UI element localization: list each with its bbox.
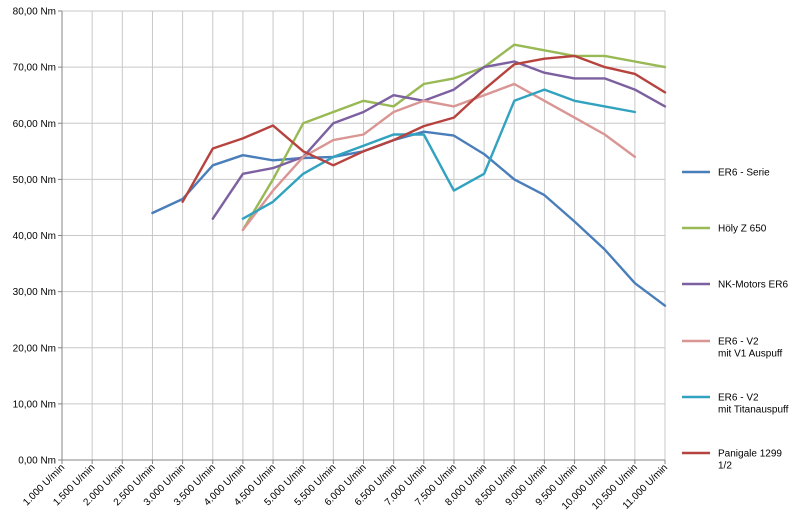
y-tick-label: 20,00 Nm: [13, 343, 56, 354]
series-line-5: [241, 88, 637, 220]
y-tick-label: 50,00 Nm: [13, 175, 56, 186]
legend-item: ER6 - V2 mit V1 Auspuff: [682, 337, 783, 360]
y-tick-label: 80,00 Nm: [13, 7, 56, 18]
series-line-2: [241, 43, 667, 232]
legend-item: ER6 - V2 mit Titanauspuff: [682, 393, 789, 416]
series-line-3: [211, 60, 667, 220]
y-tick-label: 0,00 Nm: [18, 456, 56, 467]
y-tick-label: 40,00 Nm: [13, 231, 56, 242]
legend-label: ER6 - V2 mit Titanauspuff: [718, 393, 789, 416]
axes: [58, 10, 666, 464]
legend-item: Panigale 1299 1/2: [682, 449, 782, 472]
y-tick-label: 60,00 Nm: [13, 119, 56, 130]
legend-item: NK-Motors ER6: [682, 280, 788, 291]
y-axis-tick-labels: 0,00 Nm 10,00 Nm 20,00 Nm 30,00 Nm 40,00 Nm 5…: [13, 7, 56, 467]
legend-label: NK-Motors ER6: [718, 280, 788, 291]
series-line-6: [181, 54, 667, 203]
legend-item: Höly Z 650: [682, 224, 767, 235]
legend-item: ER6 - Serie: [682, 168, 770, 179]
legend-label: ER6 - Serie: [718, 168, 770, 179]
legend: ER6 - Serie Höly Z 650 NK-Motors ER6 ER6 - …: [682, 168, 789, 472]
legend-label: Höly Z 650: [718, 224, 767, 235]
y-tick-label: 10,00 Nm: [13, 399, 56, 410]
legend-label: ER6 - V2 mit V1 Auspuff: [718, 337, 783, 360]
series-line-1: [151, 130, 667, 307]
grid: [61, 10, 666, 461]
series-lines: [151, 43, 667, 307]
y-tick-label: 30,00 Nm: [13, 287, 56, 298]
y-tick-label: 70,00 Nm: [13, 63, 56, 74]
legend-label: Panigale 1299 1/2: [718, 449, 782, 472]
